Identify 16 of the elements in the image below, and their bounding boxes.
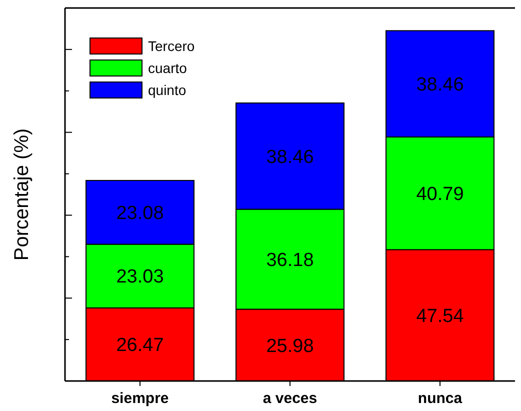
data-label: 38.46 bbox=[416, 74, 464, 96]
y-axis-title: Porcentaje (%) bbox=[11, 128, 33, 261]
data-label: 26.47 bbox=[116, 335, 164, 356]
legend-label: cuarto bbox=[148, 60, 188, 76]
data-label: 36.18 bbox=[266, 250, 314, 271]
legend-label: quinto bbox=[148, 82, 186, 98]
data-label: 38.46 bbox=[266, 146, 314, 168]
x-tick-label: a veces bbox=[262, 390, 318, 407]
x-tick-label: nunca bbox=[418, 390, 463, 407]
data-label: 47.54 bbox=[416, 306, 464, 327]
legend-label: Tercero bbox=[148, 38, 195, 54]
data-label: 23.08 bbox=[116, 203, 164, 224]
x-tick-label: siempre bbox=[111, 390, 169, 407]
data-label: 23.03 bbox=[116, 266, 164, 288]
data-label: 40.79 bbox=[416, 184, 464, 205]
data-label: 25.98 bbox=[266, 336, 314, 357]
